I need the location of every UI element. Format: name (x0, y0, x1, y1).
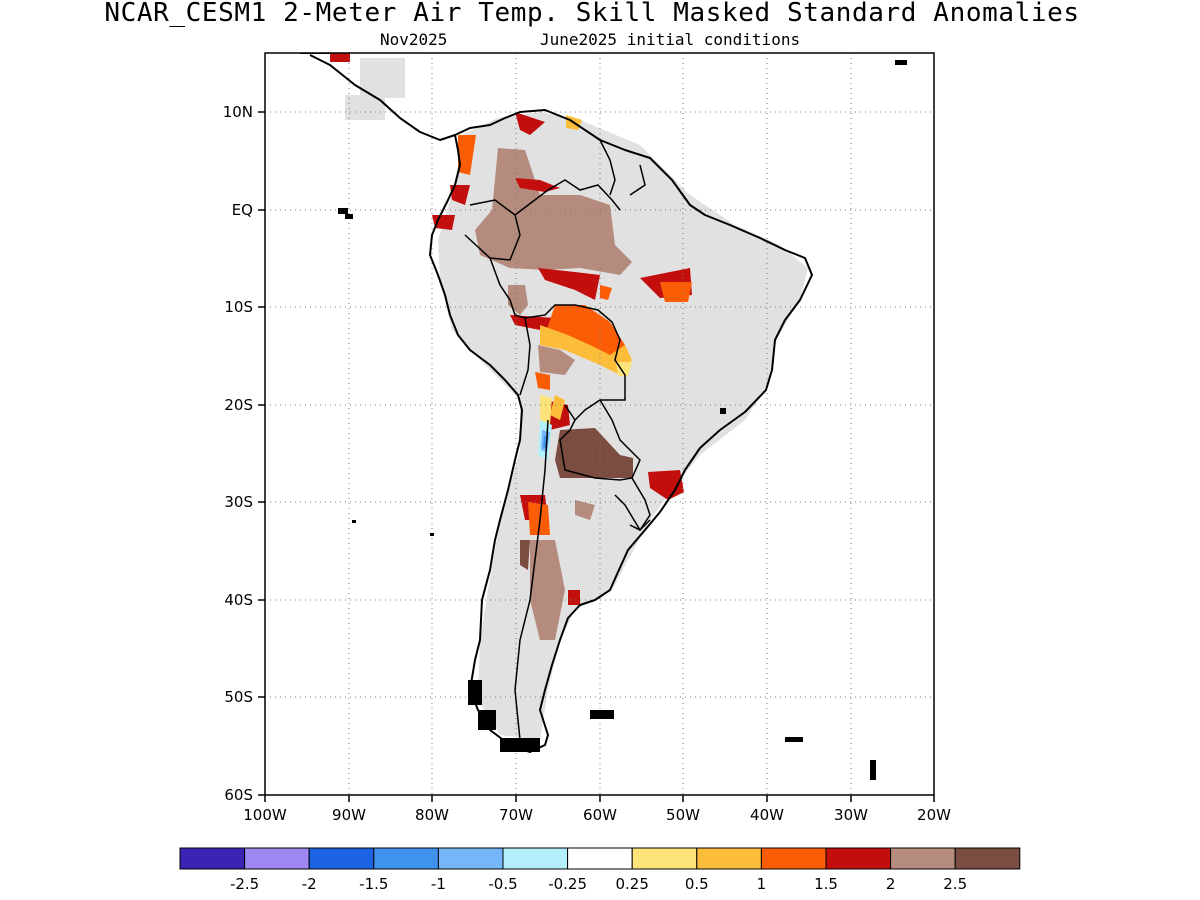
lon-label: 100W (243, 806, 287, 824)
colorbar-label: 1.5 (814, 875, 838, 893)
colorbar-swatch (244, 847, 310, 870)
country-borders (464, 139, 651, 741)
anomaly-patch (538, 345, 575, 375)
colorbar-label: -0.25 (548, 875, 587, 893)
anomaly-patch (538, 268, 600, 300)
anomaly-patch (458, 135, 476, 175)
anomaly-patch (660, 282, 692, 302)
initial-conditions: June2025 initial conditions (540, 30, 801, 49)
lat-label: 30S (224, 493, 253, 511)
anomaly-patch (520, 540, 530, 570)
anomaly-patch (528, 502, 550, 535)
colorbar-label: -1 (431, 875, 446, 893)
lat-label: 50S (224, 688, 253, 706)
anomaly-patch (555, 428, 633, 478)
map-title: NCAR_CESM1 2-Meter Air Temp. Skill Maske… (104, 0, 1080, 28)
colorbar-label: -0.5 (488, 875, 517, 893)
anomaly-patches (330, 53, 692, 640)
anomaly-patch (600, 285, 612, 300)
lat-label: 60S (224, 786, 253, 804)
colorbar-swatch (179, 847, 246, 870)
anomaly-patch (568, 590, 580, 605)
coastline (300, 53, 813, 753)
colorbar-swatch (890, 847, 956, 870)
anomaly-patch (550, 395, 565, 420)
anomaly-patch (648, 470, 684, 500)
colorbar-label: 2 (886, 875, 896, 893)
anomaly-patch (330, 53, 350, 62)
anomaly-patch (515, 112, 545, 135)
anomaly-patch (575, 500, 595, 520)
lon-axis: 100W 90W 80W 70W 60W 50W 40W 30W 20W (243, 795, 951, 824)
anomaly-patch (515, 178, 560, 192)
colorbar-label: 0.5 (685, 875, 709, 893)
anomaly-patch (545, 305, 625, 362)
lon-label: 50W (666, 806, 700, 824)
lat-label: 10S (224, 298, 253, 316)
anomaly-patch (535, 372, 550, 390)
colorbar-swatch (437, 847, 504, 870)
colorbar-label: 1 (757, 875, 767, 893)
lat-label: EQ (232, 201, 253, 219)
colorbar-label: 2.5 (943, 875, 967, 893)
lat-label: 20S (224, 396, 253, 414)
anomaly-patch (540, 395, 552, 425)
anomaly-patch (540, 325, 632, 375)
graticule (265, 53, 934, 795)
anomaly-patch (475, 148, 632, 275)
lon-label: 20W (917, 806, 951, 824)
lon-label: 40W (750, 806, 784, 824)
anomaly-patch (530, 540, 565, 640)
colorbar-swatch (567, 847, 633, 870)
anomaly-patch (616, 362, 632, 376)
lat-label: 40S (224, 591, 253, 609)
colorbar: -2.5 -2 -1.5 -1 -0.5 -0.25 0.25 0.5 1 1.5 2 2.5 (179, 847, 1021, 893)
colorbar-label: -2.5 (230, 875, 259, 893)
colorbar-swatch (696, 847, 762, 870)
colorbar-swatch (373, 847, 439, 870)
colorbar-label: 0.25 (615, 875, 648, 893)
lon-label: 30W (834, 806, 868, 824)
colorbar-swatch (825, 847, 892, 870)
map-area (265, 53, 934, 795)
colorbar-label: -1.5 (359, 875, 388, 893)
lon-label: 80W (415, 806, 449, 824)
lon-label: 60W (583, 806, 617, 824)
lon-label: 70W (499, 806, 533, 824)
lat-label: 10N (223, 103, 253, 121)
colorbar-label: -2 (302, 875, 317, 893)
lat-axis: 10N EQ 10S 20S 30S 40S 50S 60S (223, 103, 265, 804)
colorbar-swatch (308, 847, 375, 870)
colorbar-swatch (631, 847, 698, 870)
colorbar-swatch (954, 847, 1021, 870)
anomaly-patch (450, 185, 470, 205)
target-month: Nov2025 (380, 30, 448, 49)
colorbar-swatch (502, 847, 569, 870)
colorbar-swatch (760, 847, 827, 870)
lon-label: 90W (332, 806, 366, 824)
skill-mask-region (345, 58, 808, 740)
islands (338, 60, 907, 780)
